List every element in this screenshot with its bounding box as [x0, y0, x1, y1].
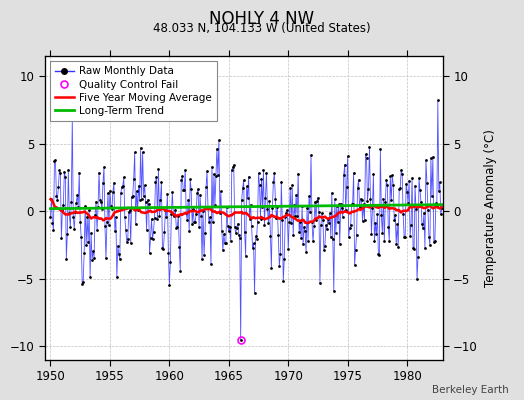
Y-axis label: Temperature Anomaly (°C): Temperature Anomaly (°C): [484, 129, 497, 287]
Text: NOHLY 4 NW: NOHLY 4 NW: [210, 10, 314, 28]
Legend: Raw Monthly Data, Quality Control Fail, Five Year Moving Average, Long-Term Tren: Raw Monthly Data, Quality Control Fail, …: [50, 61, 217, 121]
Text: Berkeley Earth: Berkeley Earth: [432, 385, 508, 395]
Text: 48.033 N, 104.133 W (United States): 48.033 N, 104.133 W (United States): [153, 22, 371, 35]
